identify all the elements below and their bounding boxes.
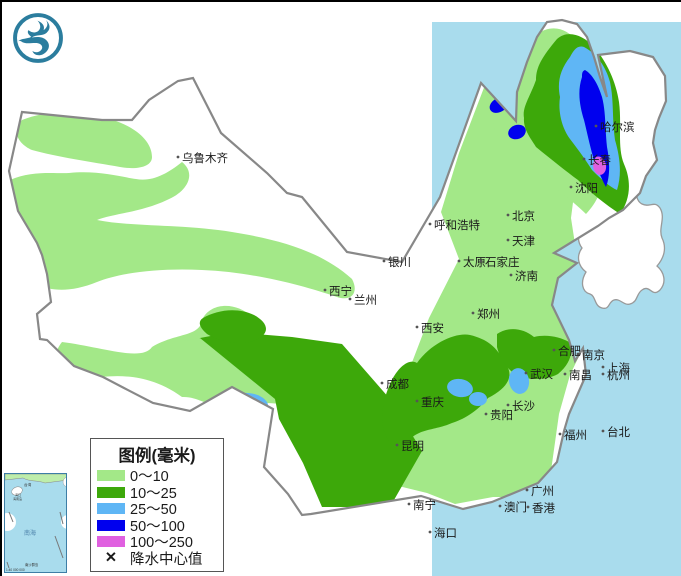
svg-text:成都: 成都 (386, 378, 409, 391)
svg-text:贵阳: 贵阳 (490, 409, 513, 422)
svg-text:广州: 广州 (531, 485, 554, 498)
svg-text:太原: 太原 (463, 256, 486, 269)
svg-text:南昌: 南昌 (569, 368, 592, 382)
svg-text:香港: 香港 (532, 502, 555, 515)
svg-text:郑州: 郑州 (477, 307, 500, 321)
svg-text:澳门: 澳门 (504, 500, 527, 514)
svg-text:沈阳: 沈阳 (575, 181, 598, 195)
svg-text:重庆: 重庆 (421, 395, 444, 409)
svg-text:乌鲁木齐: 乌鲁木齐 (182, 151, 228, 165)
svg-text:海南岛: 海南岛 (13, 496, 22, 501)
svg-text:1:40 000 000: 1:40 000 000 (6, 568, 25, 572)
svg-text:南京: 南京 (582, 348, 605, 362)
svg-text:合肥: 合肥 (558, 344, 581, 358)
svg-text:海口: 海口 (434, 526, 457, 540)
svg-text:哈尔滨: 哈尔滨 (600, 120, 635, 134)
svg-text:长春: 长春 (588, 154, 611, 167)
svg-text:西安: 西安 (421, 321, 444, 335)
svg-text:西宁: 西宁 (329, 284, 352, 298)
svg-text:南沙群岛: 南沙群岛 (25, 562, 39, 567)
svg-text:济南: 济南 (515, 269, 538, 283)
svg-text:昆明: 昆明 (401, 440, 424, 453)
svg-text:台北: 台北 (607, 425, 630, 439)
svg-text:南海: 南海 (24, 529, 36, 537)
svg-text:兰州: 兰州 (354, 294, 377, 307)
svg-text:杭州: 杭州 (607, 368, 630, 382)
svg-text:石家庄: 石家庄 (485, 255, 520, 269)
svg-text:长沙: 长沙 (512, 400, 535, 413)
svg-text:天津: 天津 (512, 235, 535, 248)
svg-text:北京: 北京 (512, 209, 535, 223)
svg-text:呼和浩特: 呼和浩特 (434, 218, 480, 232)
svg-text:武汉: 武汉 (530, 368, 553, 381)
svg-text:台湾: 台湾 (24, 482, 32, 487)
svg-text:银川: 银川 (388, 255, 411, 269)
svg-text:福州: 福州 (564, 428, 587, 442)
svg-text:南宁: 南宁 (413, 498, 436, 512)
